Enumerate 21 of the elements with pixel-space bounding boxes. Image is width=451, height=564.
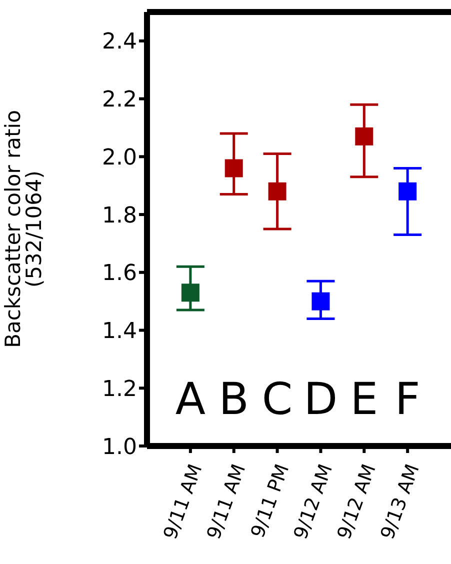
y-tick-label: 2.0 <box>102 145 137 170</box>
y-tick-label: 1.2 <box>102 376 137 402</box>
point <box>224 159 243 178</box>
y-tick-label: 2.2 <box>102 88 137 113</box>
point <box>355 127 374 146</box>
y-tick-label: 1.0 <box>102 434 137 460</box>
annotation: A <box>175 374 206 425</box>
annotation: C <box>262 374 293 425</box>
point <box>312 292 330 310</box>
point <box>268 182 286 200</box>
annotation: B <box>218 374 249 425</box>
point <box>398 182 417 200</box>
y-tick-label: 1.8 <box>102 203 137 228</box>
y-tick-label: 1.4 <box>102 319 137 344</box>
point <box>181 284 200 302</box>
y-tick-label: 1.6 <box>102 261 137 286</box>
y-axis-title: Backscatter color ratio (532/1064) <box>1 110 46 348</box>
annotation: E <box>350 374 378 425</box>
annotation: F <box>394 374 420 425</box>
annotation: D <box>304 374 338 425</box>
y-tick-label: 2.4 <box>102 30 137 55</box>
